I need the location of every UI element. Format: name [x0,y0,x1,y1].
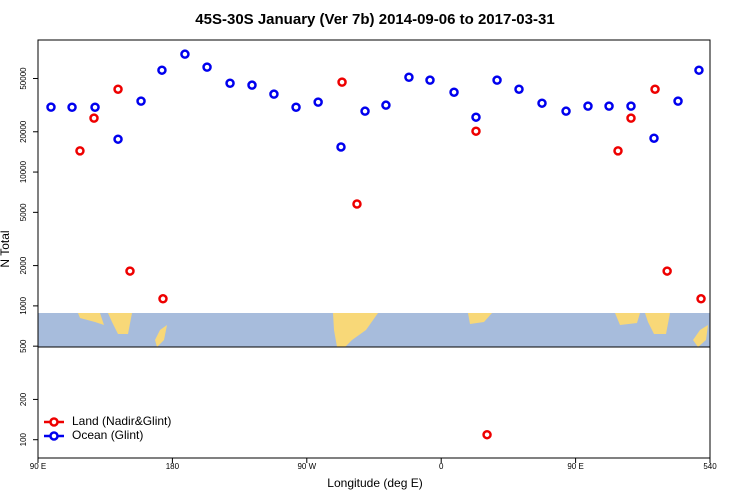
y-tick-label: 2000 [19,256,28,274]
y-axis-label: N Total [0,230,12,267]
point [360,106,370,116]
point [247,80,257,90]
y-tick-label: 50000 [19,67,28,90]
point [404,72,414,83]
point [225,78,235,88]
point [202,62,212,72]
x-tick-label: 180 [166,462,180,471]
y-tick-label: 1000 [19,296,28,314]
point [46,102,56,112]
legend-marker [49,431,59,441]
y-tick-label: 5000 [19,203,28,221]
point [113,134,123,144]
point [514,84,524,94]
point [90,102,100,112]
y-tick-label: 100 [19,432,28,446]
legend-label: Ocean (Glint) [72,428,143,442]
y-tick-label: 500 [19,339,28,353]
legend-marker [49,417,59,427]
point [269,89,279,99]
point [471,126,481,136]
x-tick-label: 90 E [30,462,46,471]
y-tick-label: 20000 [19,120,28,143]
point [425,75,435,85]
point [336,142,346,152]
point [492,75,502,85]
point [158,294,168,304]
point [352,199,362,209]
point [649,133,659,143]
point [157,65,167,75]
point [67,102,77,112]
point [650,84,660,94]
x-tick-label: 90 W [297,462,316,471]
chart-title: 45S-30S January (Ver 7b) 2014-09-06 to 2… [195,11,554,28]
point [313,97,323,107]
point [626,101,636,111]
point [537,98,547,108]
point [613,146,623,156]
point [136,96,146,106]
point [482,429,492,440]
point [673,96,683,106]
point [125,266,135,276]
x-tick-label: 540 [703,462,717,471]
point [75,146,85,156]
point [180,49,190,59]
point [113,84,123,94]
point [694,65,704,75]
map-strip [38,313,710,347]
y-tick-label: 10000 [19,160,28,183]
x-axis-label: Longitude (deg E) [327,476,422,490]
x-tick-label: 0 [439,462,444,471]
plot-frame [37,39,711,459]
point [626,113,636,123]
point [471,112,481,122]
point [381,100,391,110]
point [561,106,571,116]
point [89,113,99,123]
point [696,294,706,304]
y-tick-label: 200 [19,392,28,406]
x-tick-label: 90 E [567,462,583,471]
point [337,77,347,87]
point [583,101,593,111]
point [291,102,301,112]
legend-label: Land (Nadir&Glint) [72,414,171,428]
point [604,101,614,111]
point [449,87,459,97]
point [662,266,672,276]
